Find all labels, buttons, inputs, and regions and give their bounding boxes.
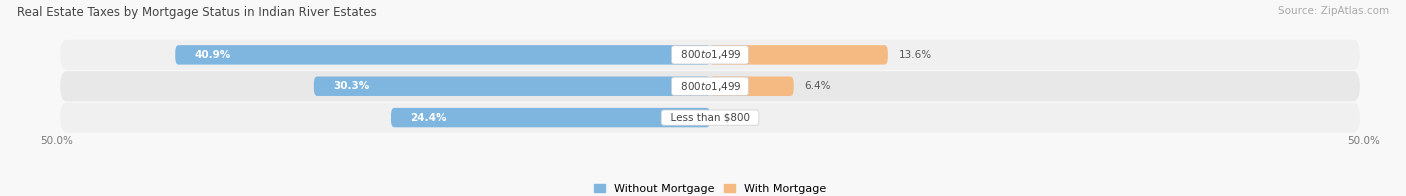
Text: 6.4%: 6.4% [804,81,831,91]
Text: Source: ZipAtlas.com: Source: ZipAtlas.com [1278,6,1389,16]
FancyBboxPatch shape [176,45,710,65]
FancyBboxPatch shape [710,45,887,65]
Text: 30.3%: 30.3% [333,81,370,91]
Legend: Without Mortgage, With Mortgage: Without Mortgage, With Mortgage [589,179,831,196]
Text: 0.0%: 0.0% [720,113,747,123]
FancyBboxPatch shape [314,76,710,96]
FancyBboxPatch shape [710,76,794,96]
Text: 13.6%: 13.6% [898,50,931,60]
FancyBboxPatch shape [60,103,1360,133]
Text: $800 to $1,499: $800 to $1,499 [673,48,747,61]
Text: Less than $800: Less than $800 [664,113,756,123]
FancyBboxPatch shape [391,108,710,127]
Text: 40.9%: 40.9% [195,50,231,60]
Text: $800 to $1,499: $800 to $1,499 [673,80,747,93]
FancyBboxPatch shape [60,40,1360,70]
FancyBboxPatch shape [60,71,1360,101]
Text: 24.4%: 24.4% [411,113,447,123]
Text: Real Estate Taxes by Mortgage Status in Indian River Estates: Real Estate Taxes by Mortgage Status in … [17,6,377,19]
